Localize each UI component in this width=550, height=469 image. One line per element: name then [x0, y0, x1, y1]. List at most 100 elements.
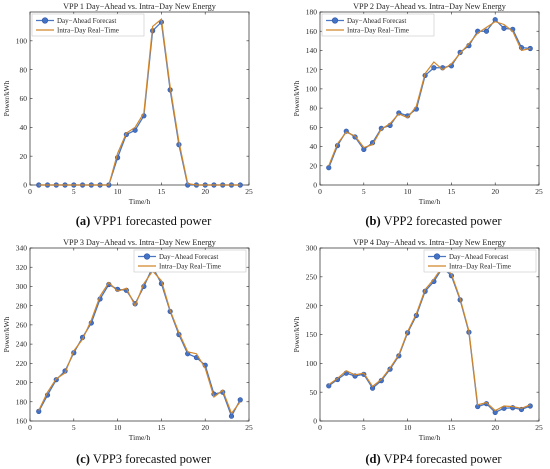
- y-axis-label: Power/kWh: [292, 316, 301, 352]
- y-axis-label: Power/kWh: [292, 80, 301, 116]
- y-tick-label: 180: [306, 8, 318, 17]
- y-tick-label: 340: [16, 244, 28, 253]
- data-point-day-ahead-forecast: [483, 28, 490, 34]
- y-tick-label: 40: [310, 142, 318, 151]
- x-axis-label: Time/h: [419, 433, 441, 442]
- series-line-intra-day-real-time: [38, 18, 241, 186]
- y-tick-label: 100: [306, 84, 318, 93]
- caption-text: VPP2 forecasted power: [381, 214, 503, 228]
- chart-title: VPP 3 Day−Ahead vs. Intra−Day New Energy: [63, 238, 217, 247]
- series-line-day-ahead-forecast: [328, 266, 531, 414]
- x-tick-label: 0: [28, 423, 32, 432]
- y-tick-label: 80: [310, 104, 318, 113]
- x-tick-label: 15: [158, 423, 166, 432]
- panel-caption: (a) VPP1 forecasted power: [76, 214, 212, 228]
- series-line-intra-day-real-time: [328, 265, 531, 412]
- data-point-day-ahead-forecast: [326, 383, 332, 389]
- legend-label-day-ahead-forecast: Day−Ahead Forecast: [159, 253, 218, 261]
- y-tick-label: 250: [306, 272, 318, 281]
- caption-letter: (c): [76, 452, 90, 466]
- x-tick-label: 0: [28, 187, 32, 196]
- x-tick-label: 25: [535, 187, 543, 196]
- y-tick-label: 150: [306, 330, 318, 339]
- caption-letter: (a): [76, 214, 91, 228]
- y-tick-label: 80: [20, 65, 28, 74]
- x-tick-label: 15: [448, 423, 456, 432]
- series-line-intra-day-real-time: [328, 20, 531, 167]
- x-tick-label: 5: [362, 423, 366, 432]
- legend-label-intra-day-real-time: Intra−Day Real−Time: [449, 263, 511, 271]
- x-tick-label: 5: [72, 423, 76, 432]
- legend-marker-day-ahead-forecast: [41, 17, 49, 24]
- legend-label-day-ahead-forecast: Day−Ahead Forecast: [347, 17, 406, 25]
- legend-box: [321, 13, 435, 37]
- plot-frame: [29, 247, 250, 422]
- x-tick-label: 25: [245, 423, 253, 432]
- legend-label-day-ahead-forecast: Day−Ahead Forecast: [449, 253, 508, 261]
- chart-title: VPP 4 Day−Ahead vs. Intra−Day New Energy: [353, 238, 507, 247]
- x-tick-label: 15: [158, 187, 166, 196]
- panel-1: VPP 1 Day−Ahead vs. Intra−Day New Energy…: [2, 2, 253, 228]
- y-tick-label: 200: [306, 301, 318, 310]
- y-tick-label: 60: [20, 94, 28, 103]
- x-axis-label: Time/h: [129, 197, 151, 206]
- series-line-intra-day-real-time: [38, 270, 241, 415]
- panel-4: VPP 4 Day−Ahead vs. Intra−Day New Energy…: [292, 238, 543, 466]
- y-tick-label: 120: [306, 65, 318, 74]
- x-tick-label: 10: [114, 423, 122, 432]
- x-tick-label: 20: [201, 187, 209, 196]
- y-tick-label: 50: [310, 388, 318, 397]
- series-line-day-ahead-forecast: [328, 18, 531, 168]
- caption-text: VPP1 forecasted power: [90, 214, 212, 228]
- data-point-day-ahead-forecast: [326, 165, 332, 171]
- x-tick-label: 10: [404, 187, 412, 196]
- x-tick-label: 20: [201, 423, 209, 432]
- y-tick-label: 160: [306, 27, 318, 36]
- data-point-day-ahead-forecast: [228, 413, 235, 419]
- x-axis-label: Time/h: [419, 197, 441, 206]
- legend: Day−Ahead Forecast Intra−Day Real−Time: [321, 13, 435, 37]
- y-tick-label: 60: [310, 123, 318, 132]
- y-tick-label: 40: [20, 123, 28, 132]
- legend: Day−Ahead Forecast Intra−Day Real−Time: [31, 13, 145, 37]
- legend-marker-day-ahead-forecast: [331, 17, 339, 24]
- y-tick-label: 0: [313, 181, 317, 190]
- y-tick-label: 300: [16, 282, 28, 291]
- y-axis-label: Power/kWh: [2, 316, 11, 352]
- x-axis-label: Time/h: [129, 433, 151, 442]
- caption-text: VPP4 forecasted power: [381, 452, 503, 466]
- x-tick-label: 25: [535, 423, 543, 432]
- data-point-day-ahead-forecast: [431, 65, 437, 71]
- chart-title: VPP 1 Day−Ahead vs. Intra−Day New Energy: [63, 2, 217, 11]
- x-tick-label: 25: [245, 187, 253, 196]
- legend-label-intra-day-real-time: Intra−Day Real−Time: [159, 263, 221, 271]
- y-axis-label: Power/kWh: [2, 80, 11, 116]
- panel-caption: (b) VPP2 forecasted power: [365, 214, 502, 228]
- panel-caption: (c) VPP3 forecasted power: [76, 452, 212, 466]
- plot-frame: [319, 247, 540, 422]
- series-line-day-ahead-forecast: [38, 265, 241, 418]
- panel-2: VPP 2 Day−Ahead vs. Intra−Day New Energy…: [292, 2, 543, 228]
- x-tick-label: 0: [318, 423, 322, 432]
- y-tick-label: 0: [23, 181, 27, 190]
- plot-frame: [319, 11, 540, 186]
- y-tick-label: 280: [16, 301, 28, 310]
- x-tick-label: 10: [114, 187, 122, 196]
- y-tick-label: 20: [20, 152, 28, 161]
- legend-marker-day-ahead-forecast: [433, 253, 441, 260]
- y-tick-label: 260: [16, 320, 28, 329]
- y-tick-label: 300: [306, 244, 318, 253]
- series-line-day-ahead-forecast: [38, 20, 241, 186]
- caption-text: VPP3 forecasted power: [90, 452, 212, 466]
- legend: Day−Ahead Forecast Intra−Day Real−Time: [423, 249, 537, 273]
- y-tick-label: 200: [16, 378, 28, 387]
- y-tick-label: 240: [16, 340, 28, 349]
- y-tick-label: 320: [16, 263, 28, 272]
- panel-3: VPP 3 Day−Ahead vs. Intra−Day New Energy…: [2, 238, 253, 466]
- x-tick-label: 20: [491, 423, 499, 432]
- x-tick-label: 10: [404, 423, 412, 432]
- data-point-day-ahead-forecast: [501, 25, 507, 31]
- chart-title: VPP 2 Day−Ahead vs. Intra−Day New Energy: [353, 2, 507, 11]
- legend-label-intra-day-real-time: Intra−Day Real−Time: [347, 27, 409, 35]
- legend-box: [31, 13, 145, 37]
